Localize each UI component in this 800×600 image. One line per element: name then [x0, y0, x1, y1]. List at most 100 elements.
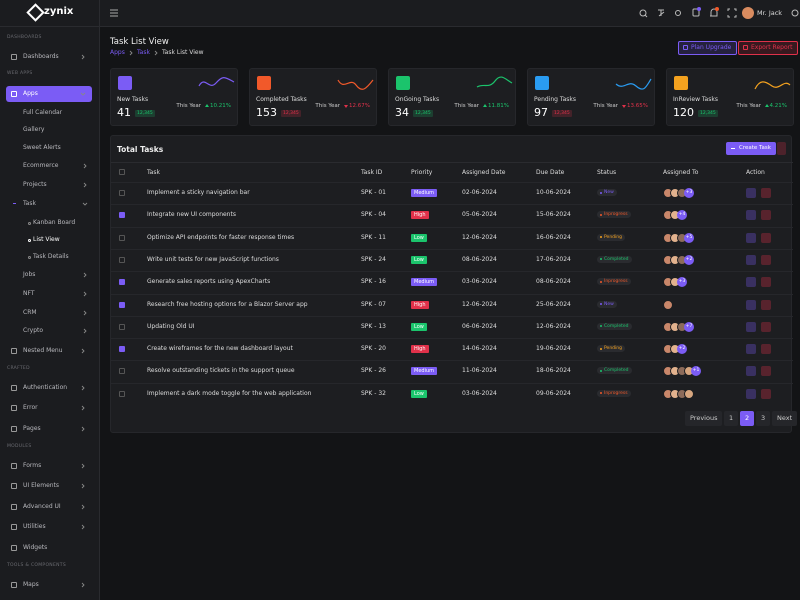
status-dot	[600, 213, 602, 216]
stat-value: 97	[534, 106, 548, 119]
sidebar-item[interactable]: Ecommerce	[23, 162, 59, 169]
header-button[interactable]: Plan Upgrade	[678, 41, 738, 55]
delete-button[interactable]	[761, 321, 771, 332]
edit-button[interactable]	[746, 232, 756, 243]
delete-button[interactable]	[761, 344, 771, 355]
menu-toggle[interactable]	[110, 9, 118, 17]
user-avatar[interactable]	[742, 7, 754, 19]
edit-button[interactable]	[746, 277, 756, 288]
fullscreen-icon[interactable]	[727, 8, 737, 18]
sidebar-item[interactable]: Task Details	[33, 253, 69, 260]
trend-arrow	[205, 104, 210, 107]
cart-icon[interactable]	[692, 8, 700, 17]
sidebar-item[interactable]: Forms	[23, 462, 42, 469]
checkbox[interactable]	[119, 301, 125, 308]
sidebar-item[interactable]: UI Elements	[23, 482, 60, 489]
edit-button[interactable]	[746, 188, 756, 198]
sidebar-item[interactable]: Projects	[23, 181, 47, 188]
breadcrumb-item[interactable]: Task	[137, 49, 150, 56]
checkbox[interactable]	[119, 169, 125, 175]
more-button[interactable]	[777, 142, 786, 155]
stat-period: This Year	[736, 103, 761, 109]
sidebar-item[interactable]: Crypto	[23, 327, 44, 334]
sidebar-item[interactable]: Task	[23, 200, 36, 207]
delete-button[interactable]	[761, 232, 771, 243]
sidebar-item[interactable]: Advanced UI	[23, 503, 61, 510]
delete-button[interactable]	[761, 188, 771, 198]
sidebar-item[interactable]: Full Calendar	[23, 109, 63, 116]
header-button[interactable]: Export Report	[738, 41, 799, 55]
delete-button[interactable]	[761, 254, 771, 265]
status-dot	[600, 303, 602, 305]
assigned-date: 05-06-2024	[462, 211, 497, 219]
sidebar-item[interactable]: Nested Menu	[23, 347, 63, 354]
stat-label: Completed Tasks	[256, 96, 307, 103]
sidebar-item[interactable]: Gallery	[23, 126, 45, 133]
breadcrumb-item[interactable]: Apps	[110, 49, 125, 56]
edit-button[interactable]	[746, 388, 756, 399]
theme-icon[interactable]	[675, 10, 681, 16]
page-number[interactable]: 3	[756, 411, 771, 426]
checkbox[interactable]	[119, 212, 125, 219]
sidebar-item[interactable]: Widgets	[23, 544, 48, 551]
sidebar-item[interactable]: List View	[33, 236, 60, 243]
assigned-date: 03-06-2024	[462, 278, 497, 286]
page-next[interactable]: Next	[772, 411, 798, 426]
create-button[interactable]: Create Task	[726, 142, 776, 155]
delete-button[interactable]	[761, 366, 771, 377]
table-card: Total Tasks Create Task Task Task ID Priorit…	[110, 135, 798, 433]
checkbox[interactable]	[119, 368, 125, 375]
logo[interactable]: zynix	[44, 6, 74, 17]
sidebar-item[interactable]: Sweet Alerts	[23, 144, 61, 151]
translate-icon[interactable]	[658, 9, 665, 17]
user-name[interactable]: Mr. Jack	[757, 9, 783, 17]
sidebar-item[interactable]: Authentication	[23, 384, 68, 391]
delete-button[interactable]	[761, 299, 771, 310]
sidebar-item[interactable]: CRM	[23, 309, 37, 316]
checkbox[interactable]	[119, 256, 125, 263]
checkbox[interactable]	[119, 279, 125, 286]
sidebar-item[interactable]: Maps	[23, 581, 39, 588]
edit-button[interactable]	[746, 344, 756, 355]
edit-button[interactable]	[746, 321, 756, 332]
edit-button[interactable]	[746, 299, 756, 310]
checkbox[interactable]	[119, 234, 125, 241]
sidebar-item[interactable]: Jobs	[23, 271, 36, 278]
delete-button[interactable]	[761, 210, 771, 221]
sparkline	[754, 81, 791, 90]
delete-button[interactable]	[761, 277, 771, 288]
sidebar-item[interactable]: Kanban Board	[33, 219, 76, 226]
sidebar-item[interactable]: Pages	[23, 425, 41, 432]
sidebar-item[interactable]: Apps	[23, 90, 38, 97]
checkbox[interactable]	[119, 190, 125, 196]
page-number[interactable]: 1	[724, 411, 739, 426]
edit-button[interactable]	[746, 254, 756, 265]
edit-button[interactable]	[746, 210, 756, 221]
stat-label: OnGoing Tasks	[395, 96, 440, 103]
sidebar-item[interactable]: Utilities	[23, 523, 46, 530]
page-number[interactable]: 2	[740, 411, 755, 426]
priority-badge: High	[411, 211, 429, 220]
checkbox[interactable]	[119, 323, 125, 330]
sidebar-item[interactable]: Error	[23, 404, 38, 411]
delete-button[interactable]	[761, 388, 771, 399]
page-previous[interactable]: Previous	[685, 411, 723, 426]
sparkline	[615, 78, 652, 90]
status-dot	[600, 369, 602, 372]
checkbox[interactable]	[119, 390, 125, 397]
due-date: 25-06-2024	[536, 300, 571, 308]
sidebar-item[interactable]: NFT	[23, 290, 35, 297]
checkbox[interactable]	[119, 346, 125, 353]
open-marker	[13, 203, 16, 204]
stat-icon	[118, 76, 132, 90]
edit-button[interactable]	[746, 366, 756, 377]
avatar-more: +3	[684, 188, 694, 198]
stat-value: 120	[673, 106, 694, 119]
sidebar-item[interactable]: Dashboards	[23, 53, 59, 60]
search-icon[interactable]	[639, 9, 647, 17]
stat-change: 13.65%	[622, 103, 648, 109]
bell-icon[interactable]	[710, 8, 718, 17]
row-divider	[111, 271, 793, 273]
settings-icon[interactable]	[791, 9, 799, 17]
